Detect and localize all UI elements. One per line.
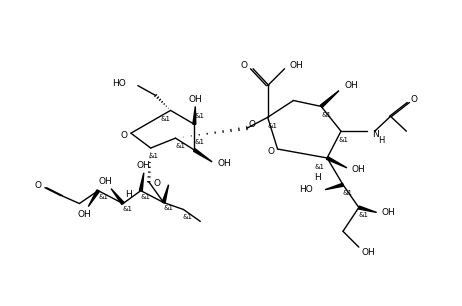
- Text: O: O: [153, 179, 160, 188]
- Text: OH: OH: [98, 177, 112, 186]
- Text: &1: &1: [314, 164, 324, 170]
- Text: &1: &1: [182, 215, 192, 220]
- Polygon shape: [88, 190, 99, 207]
- Text: OH: OH: [137, 161, 151, 170]
- Polygon shape: [111, 189, 124, 204]
- Text: OH: OH: [188, 95, 202, 104]
- Text: &1: &1: [141, 194, 151, 200]
- Polygon shape: [162, 185, 169, 203]
- Text: &1: &1: [123, 207, 133, 212]
- Text: &1: &1: [176, 143, 185, 149]
- Text: OH: OH: [382, 208, 395, 217]
- Text: OH: OH: [344, 81, 358, 90]
- Text: &1: &1: [339, 137, 349, 143]
- Text: O: O: [240, 61, 247, 70]
- Polygon shape: [359, 206, 377, 212]
- Polygon shape: [320, 91, 339, 107]
- Polygon shape: [193, 106, 196, 124]
- Text: HO: HO: [299, 185, 313, 194]
- Text: &1: &1: [195, 113, 204, 119]
- Text: &1: &1: [359, 212, 369, 218]
- Text: O: O: [248, 120, 255, 129]
- Text: OH: OH: [290, 61, 303, 70]
- Text: &1: &1: [267, 123, 278, 129]
- Text: &1: &1: [161, 116, 170, 122]
- Text: OH: OH: [362, 248, 376, 257]
- Polygon shape: [327, 157, 347, 168]
- Text: &1: &1: [98, 194, 108, 200]
- Text: &1: &1: [195, 139, 204, 145]
- Text: OH: OH: [217, 159, 231, 168]
- Text: &1: &1: [343, 190, 353, 196]
- Text: OH: OH: [78, 210, 91, 219]
- Polygon shape: [325, 183, 343, 190]
- Text: H: H: [126, 190, 132, 199]
- Polygon shape: [194, 149, 212, 162]
- Text: N: N: [372, 130, 378, 139]
- Text: O: O: [34, 181, 41, 190]
- Polygon shape: [140, 173, 144, 191]
- Text: &1: &1: [321, 112, 331, 118]
- Text: &1: &1: [164, 206, 174, 211]
- Text: O: O: [267, 147, 274, 155]
- Text: OH: OH: [352, 165, 366, 174]
- Text: O: O: [411, 95, 418, 104]
- Text: H: H: [314, 173, 321, 182]
- Text: O: O: [121, 131, 128, 140]
- Text: HO: HO: [112, 79, 126, 88]
- Text: &1: &1: [149, 153, 159, 159]
- Text: H: H: [377, 136, 384, 145]
